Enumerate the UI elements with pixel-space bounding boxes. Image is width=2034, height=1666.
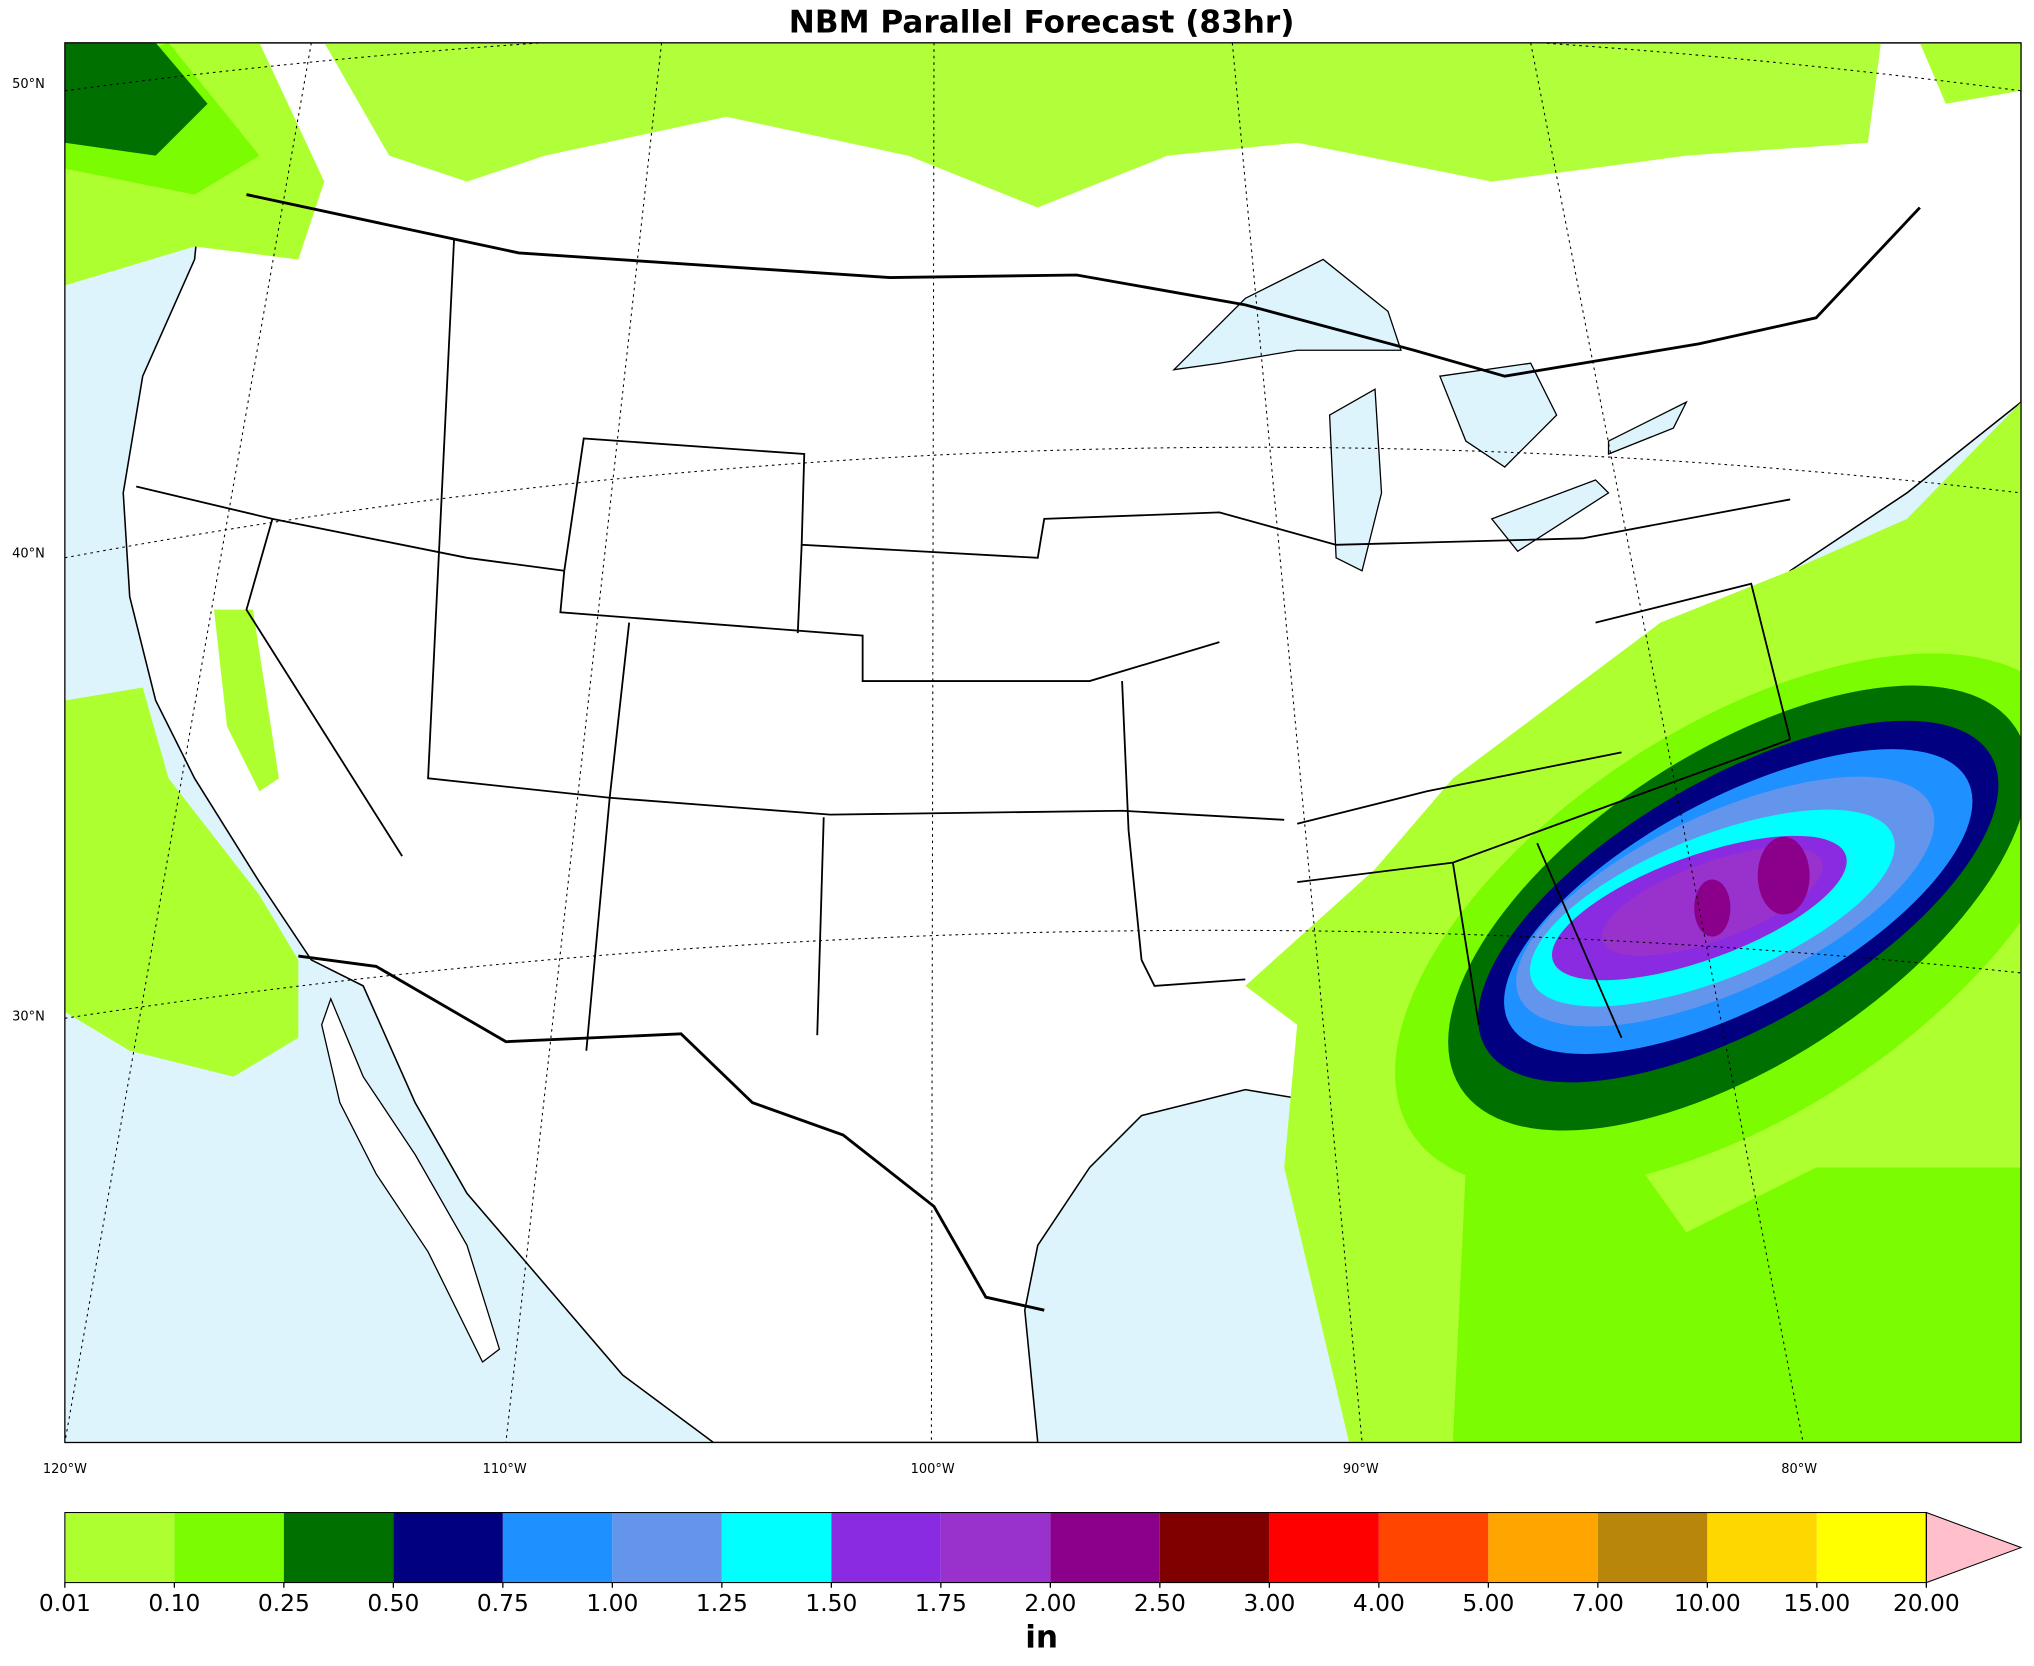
colorbar-tick-label: 5.00: [1462, 1589, 1514, 1617]
title: NBM Parallel Forecast (83hr): [789, 4, 1295, 40]
colorbar-swatch: [721, 1512, 832, 1583]
colorbar-tick-label: 7.00: [1572, 1589, 1624, 1617]
colorbar-swatch: [1159, 1512, 1270, 1583]
colorbar-swatch: [393, 1512, 503, 1583]
graticule: [64, 42, 2022, 1443]
precip-2-00: [1757, 836, 1810, 915]
colorbar-swatch: [502, 1512, 613, 1583]
lon-label: 120°W: [43, 1462, 87, 1477]
colorbar-swatch: [1707, 1512, 1817, 1583]
state-lines: [135, 239, 1792, 1051]
lon-label: 110°W: [483, 1462, 527, 1477]
colorbar-swatch: [612, 1512, 722, 1583]
borders: [246, 193, 1921, 1312]
precip-0-10b: [1452, 1141, 2022, 1443]
colorbar-frame: [64, 1512, 1927, 1584]
colorbar-tick-label: 4.00: [1353, 1589, 1405, 1617]
colorbar-tick-label: 0.25: [258, 1589, 310, 1617]
lat-label: 50°N: [12, 77, 45, 92]
colorbar-tick-label: 0.10: [148, 1589, 200, 1617]
colorbar-swatch: [283, 1512, 394, 1583]
colorbar-swatch: [940, 1512, 1051, 1583]
colorbar-tick-label: 1.75: [915, 1589, 967, 1617]
colorbar-tick-label: 0.01: [39, 1589, 91, 1617]
colorbar-tick-label: 3.00: [1243, 1589, 1295, 1617]
colorbar-swatch: [1488, 1512, 1598, 1583]
colorbar-tick-label: 0.75: [477, 1589, 529, 1617]
colorbar-unit: in: [1025, 1619, 1058, 1655]
lon-label: 90°W: [1343, 1462, 1379, 1477]
colorbar-extend: [1925, 1511, 2023, 1584]
colorbar-tick-label: 20.00: [1893, 1589, 1960, 1617]
colorbar-tick-label: 1.00: [586, 1589, 638, 1617]
colorbar-tick-label: 1.25: [696, 1589, 748, 1617]
colorbar-tick-label: 10.00: [1674, 1589, 1741, 1617]
colorbar-swatch: [1269, 1512, 1379, 1583]
colorbar-tick-label: 15.00: [1783, 1589, 1850, 1617]
colorbar-tick-label: 0.50: [367, 1589, 419, 1617]
colorbar-swatch: [64, 1512, 175, 1583]
colorbar-tick-label: 2.00: [1024, 1589, 1076, 1617]
lon-label: 100°W: [911, 1462, 955, 1477]
colorbar-tick-label: 1.50: [805, 1589, 857, 1617]
colorbar-swatch: [1816, 1512, 1927, 1583]
colorbar-swatch: [1597, 1512, 1708, 1583]
great-lakes: [1172, 258, 1688, 572]
colorbar-swatch: [831, 1512, 941, 1583]
map-frame: [64, 42, 2022, 1444]
lat-label: 30°N: [12, 1010, 45, 1025]
colorbar-swatch: [174, 1512, 284, 1583]
precip-2-00b: [1694, 879, 1731, 937]
map: [64, 42, 2022, 1443]
colorbar-tick-label: 2.50: [1134, 1589, 1186, 1617]
colorbar-swatch: [1050, 1512, 1160, 1583]
baja: [321, 997, 501, 1364]
colorbar-swatch: [1378, 1512, 1489, 1583]
lon-label: 80°W: [1781, 1462, 1817, 1477]
precip-nw2: [64, 42, 208, 156]
lat-label: 40°N: [12, 546, 45, 561]
